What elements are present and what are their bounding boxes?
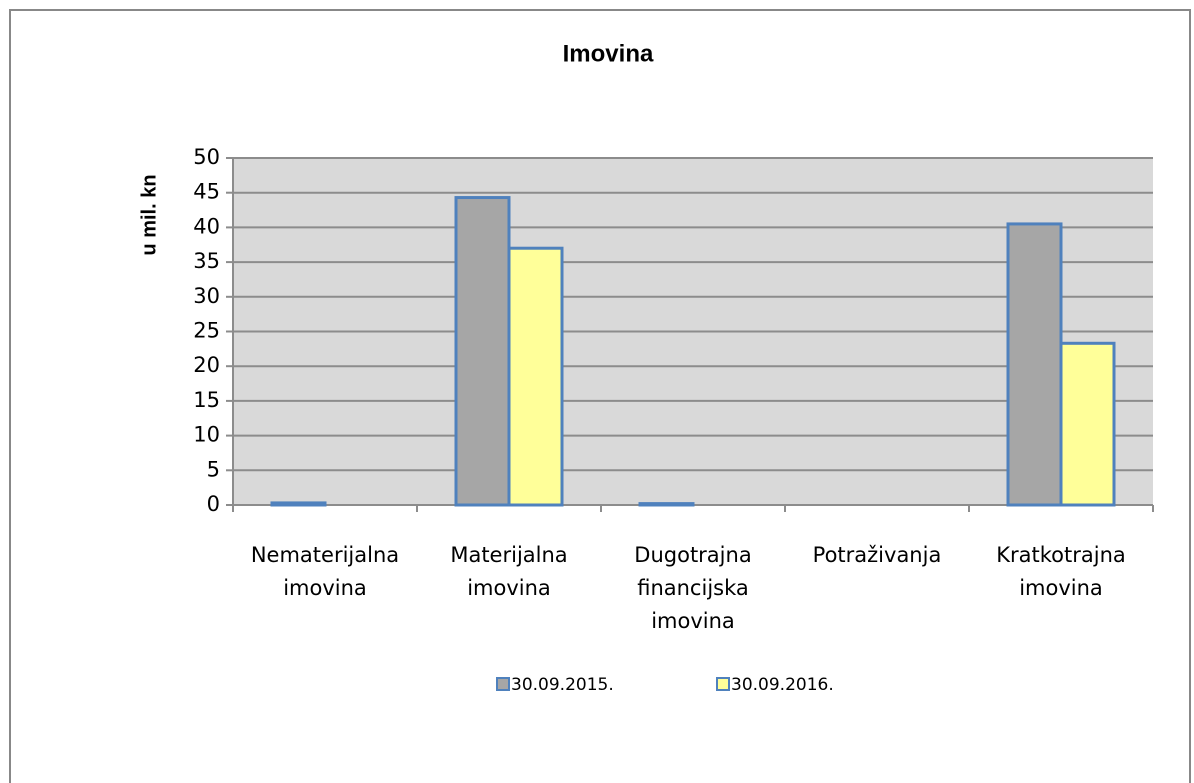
legend-swatch [496, 677, 510, 691]
y-tick-label: 30 [193, 284, 220, 308]
bar [1059, 341, 1116, 507]
legend-swatch [716, 677, 730, 691]
y-axis-label: u mil. kn [138, 174, 160, 255]
x-tick-label: Kratkotrajna imovina [996, 543, 1126, 600]
legend-label: 30.09.2016. [731, 675, 834, 695]
chart-title: Imovina [563, 40, 654, 67]
bar [638, 502, 695, 507]
y-tick-label: 5 [207, 457, 220, 481]
y-tick-label: 50 [193, 145, 220, 169]
x-tick-label: Dugotrajna financijska imovina [634, 543, 752, 633]
y-tick-label: 40 [193, 214, 220, 238]
y-tick-label: 0 [207, 492, 220, 516]
y-tick-label: 15 [193, 388, 220, 412]
x-tick-label: Potraživanja [812, 543, 942, 567]
y-tick-label: 10 [193, 423, 220, 447]
bar [507, 246, 564, 507]
y-tick-label: 35 [193, 249, 220, 273]
x-tick-label: Materijalna imovina [450, 543, 568, 600]
y-tick-label: 45 [193, 180, 220, 204]
y-tick-label: 25 [193, 319, 220, 343]
x-tick-label: Nematerijalna imovina [250, 543, 400, 600]
bar [454, 196, 511, 507]
legend-label: 30.09.2015. [511, 675, 614, 695]
bar [270, 501, 327, 507]
bar [1006, 222, 1063, 507]
y-tick-label: 20 [193, 353, 220, 377]
